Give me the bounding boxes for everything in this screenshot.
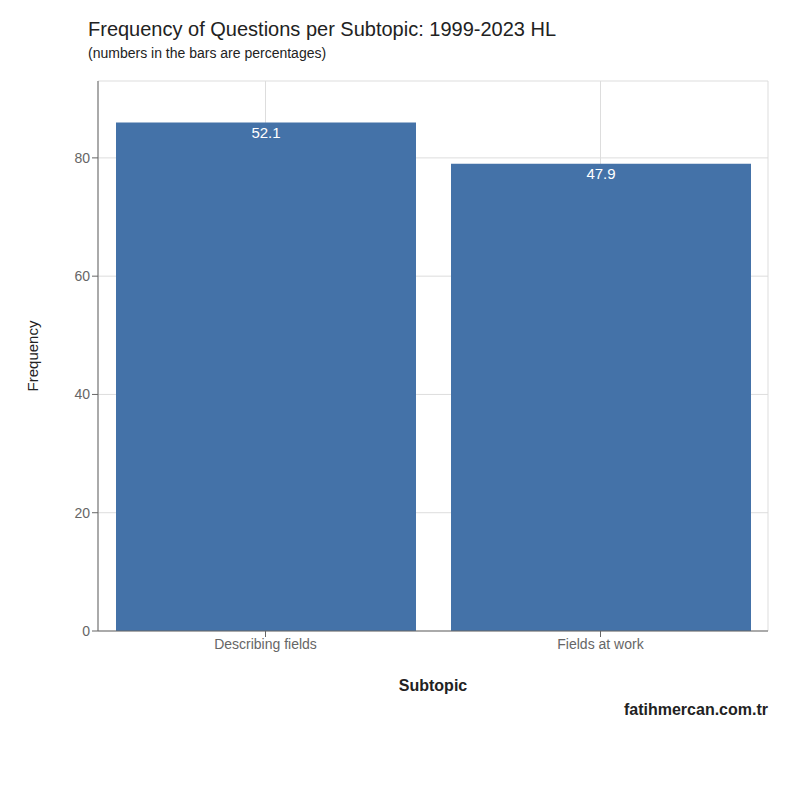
svg-text:Describing fields: Describing fields	[214, 636, 317, 652]
svg-text:47.9: 47.9	[586, 165, 615, 182]
svg-text:60: 60	[74, 268, 90, 284]
svg-text:Frequency: Frequency	[24, 320, 41, 391]
svg-text:80: 80	[74, 150, 90, 166]
html-text:fatihmercan.com.tr: fatihmercan.com.tr	[624, 701, 768, 718]
html-text:Frequency of Questions per Sub: Frequency of Questions per Subtopic: 199…	[88, 18, 557, 40]
html-text:(numbers in the bars are perce: (numbers in the bars are percentages)	[88, 45, 327, 61]
svg-text:20: 20	[74, 505, 90, 521]
svg-text:40: 40	[74, 386, 90, 402]
svg-text:Fields at work: Fields at work	[557, 636, 644, 652]
svg-text:0: 0	[82, 623, 90, 639]
svg-text:Subtopic: Subtopic	[399, 677, 468, 694]
svg-text:52.1: 52.1	[251, 124, 280, 141]
